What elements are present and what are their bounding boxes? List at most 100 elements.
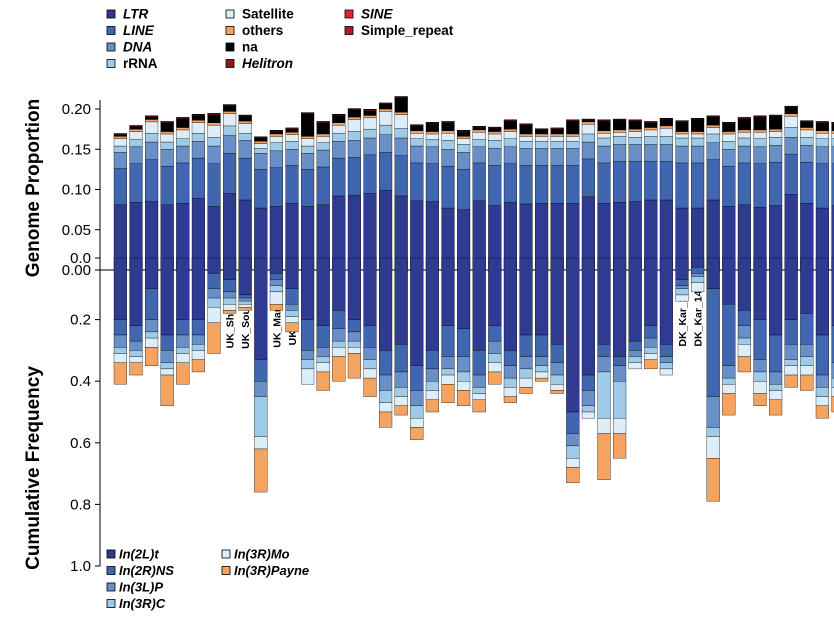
top-bar-segment — [550, 133, 564, 137]
top-bar-segment — [363, 137, 377, 156]
top-bar-segment — [347, 140, 361, 158]
top-bar-segment — [753, 132, 767, 139]
top-bar-segment — [784, 137, 798, 155]
bottom-y-tick-label: 0.2 — [70, 312, 91, 329]
bottom-bar-segment — [285, 304, 299, 311]
top-bar-segment — [597, 145, 611, 164]
bottom-bar-segment — [784, 257, 798, 320]
bottom-bar-segment — [113, 257, 127, 320]
bottom-bar-segment — [581, 374, 595, 391]
top-bar-segment — [581, 124, 595, 135]
bottom-bar-segment — [691, 257, 705, 268]
bottom-bar-segment — [722, 377, 736, 385]
bottom-bar-segment — [831, 396, 834, 413]
bottom-bar-segment — [332, 310, 346, 330]
bottom-bar-segment — [550, 374, 564, 385]
bottom-bar-segment — [394, 371, 408, 388]
bottom-bar-segment — [472, 387, 486, 394]
bottom-bar-segment — [425, 381, 439, 391]
bottom-bar-segment — [238, 294, 252, 299]
top-bar-segment — [457, 152, 471, 170]
bottom-bar-segment — [269, 304, 283, 311]
top-bar-segment — [659, 161, 673, 201]
top-bar-segment — [737, 137, 751, 147]
bottom-bar-segment — [457, 390, 471, 407]
top-bar-segment — [160, 122, 174, 132]
bottom-bar-segment — [815, 387, 829, 397]
top-bar-segment — [394, 137, 408, 156]
top-bar-segment — [113, 134, 127, 137]
top-bar-segment — [597, 137, 611, 147]
top-bar-segment — [628, 128, 642, 132]
top-bar-segment — [379, 124, 393, 135]
bottom-bar-segment — [145, 288, 159, 320]
bottom-bar-segment — [129, 362, 143, 376]
bottom-bar-segment — [301, 359, 315, 370]
top-bar-segment — [145, 159, 159, 202]
top-bar-segment — [503, 131, 517, 139]
legend-swatch-satellite — [225, 9, 235, 19]
bottom-bar-segment — [815, 396, 829, 407]
bottom-bar-segment — [659, 344, 673, 357]
top-bar-segment — [238, 116, 252, 122]
top-bar-segment — [129, 131, 143, 140]
bottom-bar-segment — [644, 337, 658, 348]
bottom-bar-segment — [176, 334, 190, 348]
top-bar-segment — [566, 148, 580, 166]
top-bar-segment — [535, 148, 549, 166]
bottom-bar-segment — [722, 365, 736, 379]
bottom-bar-segment — [566, 445, 580, 459]
top-bar-segment — [753, 163, 767, 208]
bottom-bar-segment — [503, 377, 517, 388]
bottom-bar-segment — [207, 257, 221, 274]
top-bar-segment — [488, 128, 502, 132]
bottom-bar-segment — [644, 325, 658, 339]
bottom-bar-segment — [550, 390, 564, 394]
bottom-bar-segment — [659, 362, 673, 370]
top-y-axis-label: Genome Proportion — [23, 99, 44, 277]
bottom-y-tick-label: 0.4 — [70, 373, 91, 390]
bottom-bar-segment — [176, 347, 190, 354]
bottom-bar-segment — [254, 448, 268, 493]
top-bar-segment — [800, 145, 814, 163]
bottom-bar-segment — [535, 356, 549, 366]
top-bar-segment — [737, 132, 751, 139]
bottom-bar-segment — [659, 356, 673, 363]
bottom-bar-segment — [691, 276, 705, 283]
bottom-bar-segment — [160, 350, 174, 363]
top-bar-segment — [472, 139, 486, 148]
top-bar-segment — [207, 145, 221, 164]
bottom-bar-segment — [472, 393, 486, 400]
top-bar-segment — [238, 132, 252, 141]
top-bar-segment — [160, 131, 174, 135]
bottom-bar-segment — [269, 285, 283, 293]
bottom-bar-segment — [410, 390, 424, 407]
bottom-bar-segment — [815, 374, 829, 388]
top-bar-segment — [722, 141, 736, 150]
top-bar-segment — [207, 122, 221, 126]
bottom-bar-segment — [566, 257, 580, 413]
bottom-bar-segment — [800, 374, 814, 391]
bottom-bar-segment — [347, 347, 361, 354]
bottom-legend-label: In(3L)P — [119, 580, 163, 595]
bottom-bar-segment — [379, 350, 393, 376]
top-bar-segment — [191, 157, 205, 199]
bottom-bar-segment — [675, 294, 689, 302]
top-bar-segment — [831, 146, 834, 164]
bottom-bar-segment — [191, 344, 205, 351]
bottom-bar-segment — [457, 381, 471, 391]
bottom-bar-segment — [613, 356, 627, 366]
bottom-bar-segment — [379, 402, 393, 413]
top-bar-segment — [176, 145, 190, 164]
bottom-bar-segment — [706, 257, 720, 289]
bottom-bar-segment — [831, 377, 834, 388]
bottom-bar-segment — [316, 257, 330, 326]
top-bar-segment — [800, 129, 814, 138]
top-bar-segment — [223, 113, 237, 127]
top-bar-segment — [675, 137, 689, 147]
top-bar-segment — [628, 120, 642, 130]
bottom-bar-segment — [550, 362, 564, 376]
bottom-bar-segment — [675, 288, 689, 296]
top-bar-segment — [769, 131, 783, 138]
bottom-bar-segment — [425, 368, 439, 382]
